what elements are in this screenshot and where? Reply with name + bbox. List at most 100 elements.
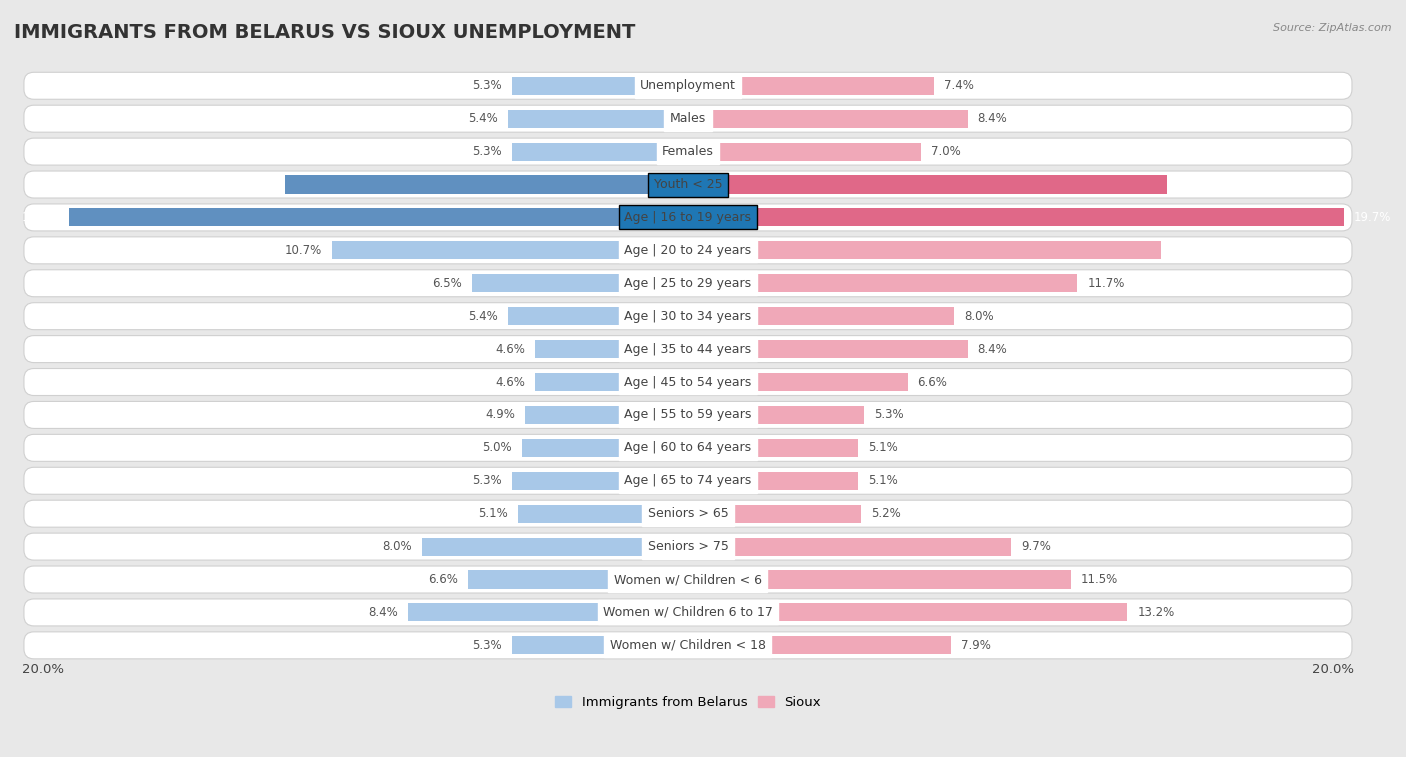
- FancyBboxPatch shape: [24, 566, 1353, 593]
- FancyBboxPatch shape: [24, 467, 1353, 494]
- Text: 8.0%: 8.0%: [965, 310, 994, 322]
- Bar: [688, 307, 955, 326]
- FancyBboxPatch shape: [24, 72, 1353, 99]
- FancyBboxPatch shape: [24, 335, 1353, 363]
- Bar: [688, 176, 1167, 194]
- Bar: [69, 208, 688, 226]
- FancyBboxPatch shape: [24, 303, 1353, 330]
- Bar: [688, 241, 1160, 260]
- Text: 4.6%: 4.6%: [495, 343, 524, 356]
- Text: Unemployment: Unemployment: [640, 79, 735, 92]
- Text: Source: ZipAtlas.com: Source: ZipAtlas.com: [1274, 23, 1392, 33]
- Bar: [688, 208, 1344, 226]
- Text: 18.6%: 18.6%: [21, 211, 59, 224]
- Bar: [688, 406, 865, 424]
- Text: 5.2%: 5.2%: [870, 507, 901, 520]
- Text: 9.7%: 9.7%: [1021, 540, 1050, 553]
- Text: Males: Males: [669, 112, 706, 125]
- Text: 8.4%: 8.4%: [977, 112, 1007, 125]
- Bar: [688, 110, 967, 128]
- Text: 5.1%: 5.1%: [868, 441, 897, 454]
- Bar: [688, 472, 858, 490]
- Text: Seniors > 65: Seniors > 65: [648, 507, 728, 520]
- Bar: [688, 439, 858, 457]
- FancyBboxPatch shape: [24, 171, 1353, 198]
- Bar: [512, 142, 688, 160]
- Text: 7.4%: 7.4%: [945, 79, 974, 92]
- FancyBboxPatch shape: [24, 500, 1353, 527]
- FancyBboxPatch shape: [24, 632, 1353, 659]
- Text: 6.5%: 6.5%: [432, 277, 461, 290]
- Bar: [285, 176, 688, 194]
- Text: 8.4%: 8.4%: [977, 343, 1007, 356]
- Text: Age | 60 to 64 years: Age | 60 to 64 years: [624, 441, 752, 454]
- Text: Age | 25 to 29 years: Age | 25 to 29 years: [624, 277, 752, 290]
- Text: 11.5%: 11.5%: [1081, 573, 1118, 586]
- Bar: [688, 373, 908, 391]
- Text: 6.6%: 6.6%: [918, 375, 948, 388]
- Text: 4.9%: 4.9%: [485, 409, 515, 422]
- Text: 19.7%: 19.7%: [1354, 211, 1391, 224]
- FancyBboxPatch shape: [24, 237, 1353, 264]
- Bar: [688, 505, 860, 523]
- Text: 5.1%: 5.1%: [478, 507, 508, 520]
- Bar: [688, 637, 950, 654]
- Text: Age | 30 to 34 years: Age | 30 to 34 years: [624, 310, 752, 322]
- Bar: [422, 537, 688, 556]
- Text: Females: Females: [662, 145, 714, 158]
- Bar: [332, 241, 688, 260]
- Text: 8.4%: 8.4%: [368, 606, 398, 619]
- Bar: [471, 274, 688, 292]
- Text: 5.0%: 5.0%: [482, 441, 512, 454]
- Legend: Immigrants from Belarus, Sioux: Immigrants from Belarus, Sioux: [550, 691, 825, 715]
- Text: Women w/ Children < 18: Women w/ Children < 18: [610, 639, 766, 652]
- Text: Seniors > 75: Seniors > 75: [648, 540, 728, 553]
- Text: 5.3%: 5.3%: [472, 79, 502, 92]
- Text: 5.3%: 5.3%: [472, 145, 502, 158]
- Text: 11.7%: 11.7%: [1087, 277, 1125, 290]
- Text: Age | 55 to 59 years: Age | 55 to 59 years: [624, 409, 752, 422]
- Bar: [408, 603, 688, 621]
- Text: 7.9%: 7.9%: [960, 639, 991, 652]
- Bar: [688, 76, 934, 95]
- Bar: [688, 274, 1077, 292]
- Bar: [524, 406, 688, 424]
- Bar: [508, 307, 688, 326]
- Bar: [534, 373, 688, 391]
- Text: 8.0%: 8.0%: [382, 540, 412, 553]
- Bar: [522, 439, 688, 457]
- FancyBboxPatch shape: [24, 369, 1353, 395]
- FancyBboxPatch shape: [24, 401, 1353, 428]
- Bar: [519, 505, 688, 523]
- Text: 14.2%: 14.2%: [1171, 244, 1208, 257]
- Text: 7.0%: 7.0%: [931, 145, 960, 158]
- Text: Youth < 25: Youth < 25: [654, 178, 723, 191]
- Text: 6.6%: 6.6%: [429, 573, 458, 586]
- Bar: [688, 571, 1071, 589]
- Bar: [512, 472, 688, 490]
- Bar: [688, 142, 921, 160]
- Text: 5.3%: 5.3%: [875, 409, 904, 422]
- FancyBboxPatch shape: [24, 269, 1353, 297]
- Bar: [512, 637, 688, 654]
- FancyBboxPatch shape: [24, 599, 1353, 626]
- Text: 4.6%: 4.6%: [495, 375, 524, 388]
- Bar: [468, 571, 688, 589]
- Text: Age | 45 to 54 years: Age | 45 to 54 years: [624, 375, 752, 388]
- Text: 20.0%: 20.0%: [22, 662, 65, 675]
- FancyBboxPatch shape: [24, 138, 1353, 165]
- Text: 5.1%: 5.1%: [868, 475, 897, 488]
- Text: Age | 65 to 74 years: Age | 65 to 74 years: [624, 475, 752, 488]
- Text: Women w/ Children < 6: Women w/ Children < 6: [614, 573, 762, 586]
- Bar: [688, 537, 1011, 556]
- Bar: [688, 340, 967, 358]
- FancyBboxPatch shape: [24, 435, 1353, 461]
- Text: 5.3%: 5.3%: [472, 475, 502, 488]
- Text: 5.3%: 5.3%: [472, 639, 502, 652]
- Text: 12.1%: 12.1%: [238, 178, 276, 191]
- Text: Women w/ Children 6 to 17: Women w/ Children 6 to 17: [603, 606, 773, 619]
- Text: Age | 20 to 24 years: Age | 20 to 24 years: [624, 244, 752, 257]
- Text: Age | 35 to 44 years: Age | 35 to 44 years: [624, 343, 752, 356]
- Bar: [512, 76, 688, 95]
- Bar: [688, 603, 1128, 621]
